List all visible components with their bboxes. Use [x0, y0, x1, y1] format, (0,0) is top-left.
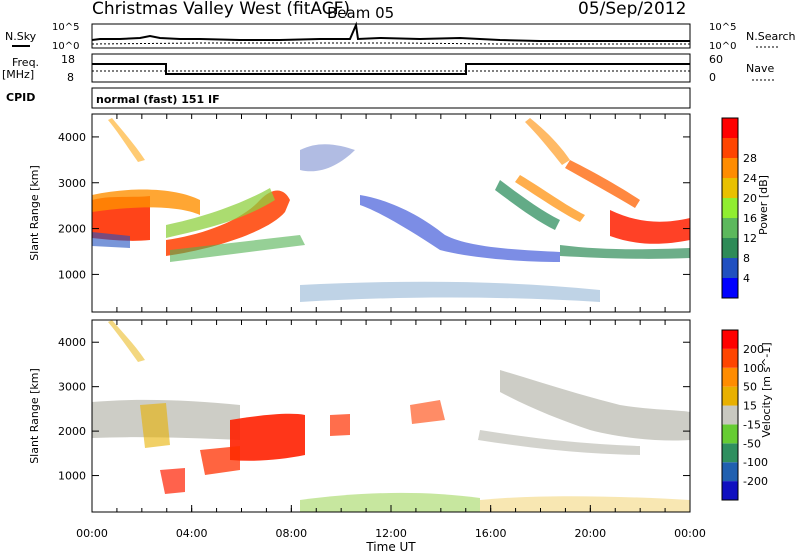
figure-title: Christmas Valley West (fitACF)	[92, 0, 350, 19]
colorbar-swatch	[722, 158, 738, 178]
velocity-colorbar: 200 100 50 15 -15 -50 -100 -200	[721, 329, 768, 501]
x-tick-label: 00:00	[674, 527, 706, 540]
colorbar-swatch	[722, 405, 738, 425]
nsky-label: N.Sky	[5, 30, 37, 43]
colorbar-swatch	[722, 258, 738, 278]
nsearch-tick-bottom: 10^0	[709, 41, 736, 52]
y-tick-label: 1000	[58, 470, 86, 483]
cpid-text: normal (fast) 151 IF	[96, 93, 220, 106]
freq-tick-bottom: 8	[67, 71, 74, 84]
power-data-field	[92, 118, 690, 302]
colorbar-swatch	[722, 330, 738, 349]
velocity-colorbar-label: Velocity [m s^-1]	[760, 342, 773, 437]
colorbar-tick-label: 4	[743, 272, 750, 285]
freq-series	[92, 63, 690, 75]
nsearch-label: N.Search	[746, 30, 796, 43]
colorbar-swatch	[722, 348, 738, 368]
colorbar-swatch	[722, 138, 738, 158]
x-tick-label: 16:00	[475, 527, 507, 540]
x-tick-label: 00:00	[76, 527, 108, 540]
colorbar-tick-label: 50	[743, 381, 757, 394]
colorbar-tick-label: 28	[743, 152, 757, 165]
nsky-tick-bottom: 10^0	[52, 41, 79, 52]
y-tick-label: 1000	[58, 268, 86, 281]
freq-label: Freq.	[12, 56, 39, 69]
nave-tick-bottom: 0	[709, 71, 716, 84]
colorbar-swatch	[722, 218, 738, 238]
colorbar-tick-label: 8	[743, 252, 750, 265]
freq-unit: [MHz]	[2, 68, 34, 81]
velocity-data-field	[92, 320, 690, 512]
x-tick-label: 08:00	[275, 527, 307, 540]
colorbar-swatch	[722, 424, 738, 444]
velocity-xlabel: Time UT	[365, 540, 416, 554]
nave-label: Nave	[746, 62, 774, 75]
colorbar-tick-label: 20	[743, 192, 757, 205]
velocity-y-axis: 1000 2000 3000 4000	[58, 336, 690, 483]
colorbar-tick-label: -50	[743, 437, 761, 450]
x-tick-label: 12:00	[375, 527, 407, 540]
colorbar-tick-label: 12	[743, 232, 757, 245]
cpid-panel	[91, 87, 691, 109]
colorbar-tick-label: -15	[743, 418, 761, 431]
power-y-axis: 1000 2000 3000 4000	[58, 131, 690, 281]
colorbar-frame	[721, 117, 739, 299]
y-tick-label: 3000	[58, 177, 86, 190]
nsky-series	[91, 21, 690, 42]
colorbar-tick-label: 15	[743, 400, 757, 413]
y-tick-label: 2000	[58, 425, 86, 438]
nsearch-tick-top: 10^5	[709, 22, 736, 33]
nsearch-series	[91, 42, 690, 45]
nave-tick-top: 60	[709, 53, 723, 66]
velocity-panel: 1000 2000 3000 4000 00:00 04:00 08:00 12:00 16:…	[28, 114, 773, 554]
x-tick-label: 04:00	[176, 527, 208, 540]
y-tick-label: 4000	[58, 336, 86, 349]
y-tick-label: 3000	[58, 381, 86, 394]
power-ylabel: Slant Range [km]	[28, 165, 41, 261]
colorbar-swatch	[722, 386, 738, 406]
colorbar-swatch	[722, 178, 738, 198]
power-colorbar: 4 8 12 16 20 24 28	[721, 117, 757, 299]
y-tick-label: 4000	[58, 131, 86, 144]
velocity-ylabel: Slant Range [km]	[28, 368, 41, 464]
freq-tick-top: 18	[61, 53, 75, 66]
colorbar-swatch	[722, 481, 738, 500]
freq-panel	[91, 53, 691, 83]
figure-date: 05/Sep/2012	[578, 0, 686, 19]
power-colorbar-label: Power [dB]	[757, 175, 770, 235]
colorbar-tick-label: 200	[743, 343, 764, 356]
cpid-label: CPID	[6, 91, 35, 104]
colorbar-swatch	[722, 198, 738, 218]
nsky-tick-top: 10^5	[52, 22, 79, 33]
colorbar-tick-label: -100	[743, 456, 768, 469]
nsky-panel	[91, 23, 691, 49]
colorbar-frame	[721, 329, 739, 501]
colorbar-swatch	[722, 118, 738, 138]
colorbar-swatch	[722, 367, 738, 387]
beam-label: Beam 05	[327, 4, 394, 22]
colorbar-swatch	[722, 462, 738, 482]
colorbar-swatch	[722, 443, 738, 463]
colorbar-tick-label: -200	[743, 475, 768, 488]
colorbar-tick-label: 24	[743, 172, 757, 185]
colorbar-swatch	[722, 238, 738, 258]
power-panel: 1000 2000 3000 4000 Slant Range [km] 4 8 12 16…	[28, 113, 770, 313]
colorbar-tick-label: 16	[743, 212, 757, 225]
y-tick-label: 2000	[58, 223, 86, 236]
velocity-x-axis: 00:00 04:00 08:00 12:00 16:00 20:00 00:00	[76, 114, 706, 540]
colorbar-tick-label: 100	[743, 362, 764, 375]
x-tick-label: 20:00	[574, 527, 606, 540]
colorbar-swatch	[722, 278, 738, 298]
